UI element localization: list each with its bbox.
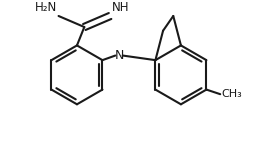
Text: H₂N: H₂N — [35, 1, 57, 14]
Text: NH: NH — [112, 1, 129, 14]
Text: N: N — [114, 49, 124, 62]
Text: CH₃: CH₃ — [221, 89, 242, 99]
